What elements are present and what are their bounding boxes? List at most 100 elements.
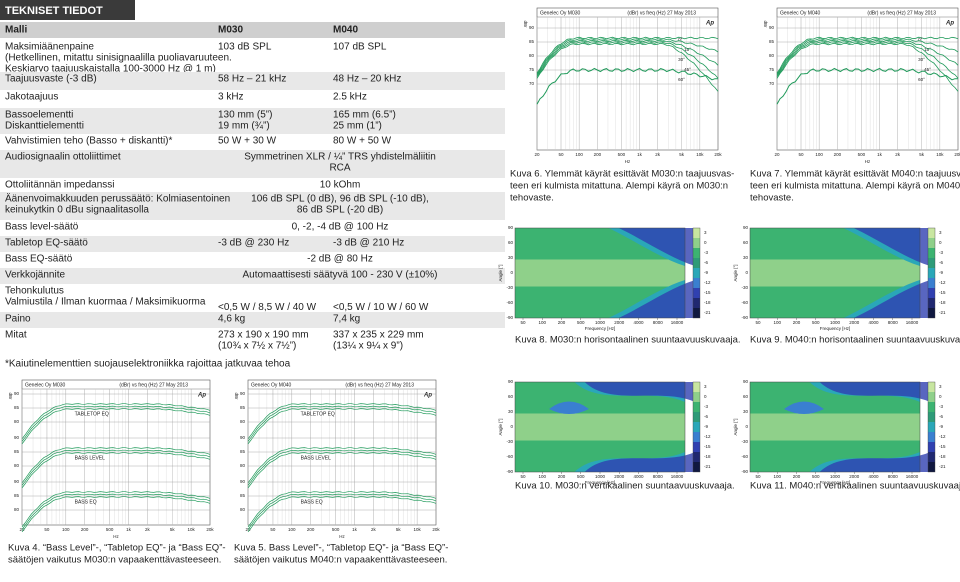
text: 50	[799, 152, 805, 157]
scale-frame	[927, 227, 936, 319]
text: 0	[704, 240, 707, 245]
text: säätöjen vaikutus M030:n vapaakenttävast…	[8, 555, 221, 566]
text: Verkkojännite	[5, 270, 65, 281]
text: Angle [°]	[498, 264, 503, 281]
text: 0	[939, 240, 942, 245]
text: -12	[704, 434, 711, 439]
text: 1k	[126, 527, 132, 532]
text: -15	[939, 444, 946, 449]
text: 337 x 235 x 229 mm	[333, 330, 424, 341]
text: BASS EQ	[301, 499, 323, 505]
text: 500	[618, 152, 626, 157]
text: Taajuusvaste (-3 dB)	[5, 74, 97, 85]
text: 10k	[696, 152, 704, 157]
text: 0	[939, 394, 942, 399]
text: 0	[745, 424, 748, 429]
scale-step	[693, 298, 700, 308]
text: 2000	[614, 320, 625, 325]
text: 10 kOhm	[320, 180, 361, 191]
text: -3	[704, 404, 708, 409]
text: -30	[741, 285, 748, 290]
row-bg	[0, 108, 505, 134]
text: 0	[745, 270, 748, 275]
text: M040	[333, 25, 358, 36]
text: 50	[755, 474, 761, 479]
text: 100	[773, 320, 781, 325]
text: 1000	[595, 320, 606, 325]
scale-frame	[927, 381, 936, 473]
scale-step	[693, 258, 700, 268]
text: 3	[704, 384, 707, 389]
scale-step	[693, 432, 700, 442]
text: Automaattisesti säätyvä 100 - 230 V (±10…	[242, 270, 437, 281]
row-bg	[0, 312, 505, 328]
response-curve	[247, 452, 437, 489]
text: 60	[743, 240, 749, 245]
scale-step	[928, 462, 935, 472]
text: 1k	[637, 152, 643, 157]
response-curve	[21, 408, 211, 445]
text: -9	[704, 424, 708, 429]
text: -3	[939, 404, 943, 409]
text: 90	[240, 479, 246, 484]
response-curve	[536, 36, 719, 74]
scale-step	[693, 462, 700, 472]
text: Hz	[339, 534, 345, 539]
scale-step	[693, 382, 700, 392]
response-curve	[21, 405, 211, 442]
text: 90	[240, 391, 246, 396]
response-curve	[776, 39, 959, 76]
text: 4000	[633, 320, 644, 325]
text: Ap	[197, 393, 206, 399]
text: dBr	[234, 392, 239, 400]
text: 16000	[671, 474, 684, 479]
scale-step	[928, 392, 935, 402]
text: M030	[218, 25, 243, 36]
text: 100	[62, 527, 70, 532]
text: tehovaste.	[750, 193, 794, 204]
response-curve	[21, 496, 211, 533]
text: 90	[743, 379, 749, 384]
text: 200	[558, 320, 566, 325]
text: 80	[14, 507, 20, 512]
text: 60°	[678, 77, 685, 82]
text: 50	[559, 152, 565, 157]
text: BASS LEVEL	[301, 455, 332, 461]
text: 50	[520, 474, 526, 479]
text: BASS LEVEL	[75, 455, 106, 461]
text: 15°	[924, 47, 931, 52]
scale-step	[928, 452, 935, 462]
scale-step	[928, 308, 935, 318]
text: 1000	[830, 474, 841, 479]
text: -12	[939, 434, 946, 439]
text: -30	[741, 439, 748, 444]
plot-frame	[536, 7, 719, 151]
text: 80 W + 50 W	[333, 136, 392, 147]
scale-step	[693, 452, 700, 462]
text: 60	[508, 394, 514, 399]
text: Bass EQ-säätö	[5, 254, 73, 265]
text: 500	[812, 474, 820, 479]
text: 500	[577, 474, 585, 479]
map-region	[819, 452, 931, 472]
text: -21	[939, 310, 946, 315]
text: 80	[240, 419, 246, 424]
response-curve	[776, 36, 959, 74]
response-curve	[536, 41, 719, 79]
text: -60	[506, 300, 513, 305]
text: Kuva 10. M030:n vertikaalinen suuntaavuu…	[515, 481, 735, 492]
text: 50	[270, 527, 276, 532]
text: 1000	[830, 320, 841, 325]
text: 86 dB SPL (-20 dB)	[297, 205, 383, 216]
text: 45°	[924, 67, 931, 72]
text: Ap	[705, 21, 714, 27]
text: Genelec Oy M030	[25, 382, 66, 388]
text: 90	[14, 479, 20, 484]
response-curve	[536, 38, 719, 75]
text: 50 W + 30 W	[218, 136, 277, 147]
text: -12	[704, 280, 711, 285]
text: Bass level-säätö	[5, 222, 79, 233]
text: 90	[529, 25, 535, 30]
text: 30°	[678, 57, 685, 62]
text: 4,6 kg	[218, 314, 245, 325]
